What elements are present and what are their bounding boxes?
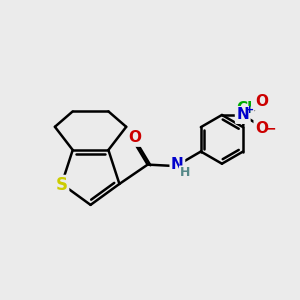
Text: S: S bbox=[56, 176, 68, 194]
Text: O: O bbox=[255, 94, 268, 109]
Text: N: N bbox=[236, 107, 249, 122]
Text: Cl: Cl bbox=[236, 101, 253, 116]
Text: H: H bbox=[180, 166, 190, 179]
Text: N: N bbox=[171, 157, 184, 172]
Text: −: − bbox=[265, 121, 276, 135]
Text: O: O bbox=[255, 121, 268, 136]
Text: O: O bbox=[128, 130, 141, 146]
Text: +: + bbox=[245, 105, 254, 115]
